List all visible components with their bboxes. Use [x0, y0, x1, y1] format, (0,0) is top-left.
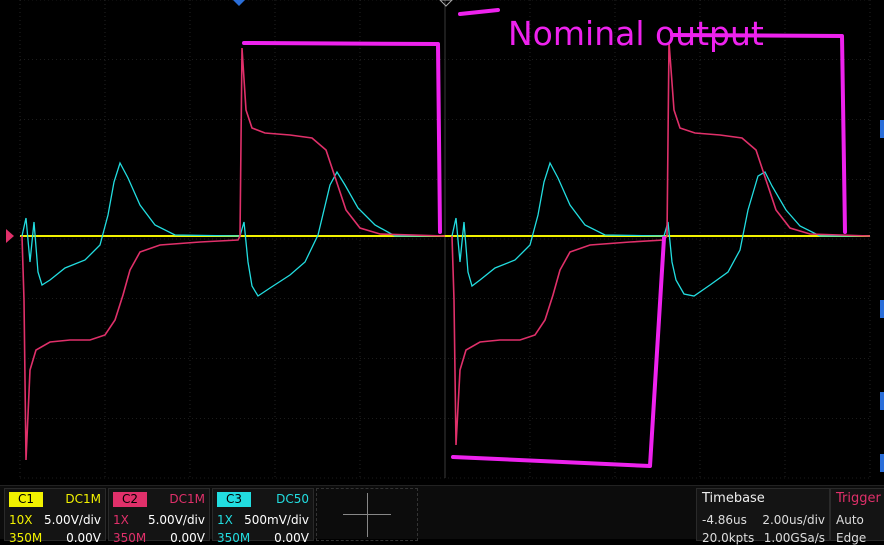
ch2-coupling: DC1M: [169, 492, 205, 506]
ch3-info-box[interactable]: C3 DC50 1X 500mV/div 350M 0.00V: [212, 488, 314, 545]
trigger-box[interactable]: Trigger Auto Edge: [830, 488, 884, 545]
timebase-header: Timebase: [702, 491, 765, 506]
timebase-scale: 2.00us/div: [762, 513, 825, 527]
ch1-scale: 5.00V/div: [43, 513, 101, 527]
ch1-probe: 10X: [9, 513, 33, 527]
center-marker-icon: [439, 0, 453, 7]
ch1-offset: 0.00V: [66, 531, 101, 545]
ch2-probe: 1X: [113, 513, 129, 527]
timebase-sample-rate: 1.00GSa/s: [763, 531, 825, 545]
ch3-bandwidth: 350M: [217, 531, 251, 545]
right-edge-marker: [880, 120, 884, 138]
crosshair-icon[interactable]: [316, 488, 418, 541]
timebase-delay: -4.86us: [702, 513, 747, 527]
trigger-marker-icon[interactable]: [6, 229, 14, 243]
ch3-tag: C3: [217, 492, 251, 507]
ch1-tag: C1: [9, 492, 43, 507]
right-edge-marker: [880, 454, 884, 472]
timebase-box[interactable]: Timebase -4.86us 2.00us/div 20.0kpts 1.0…: [696, 488, 830, 545]
ch2-offset: 0.00V: [170, 531, 205, 545]
trigger-position-icon[interactable]: [233, 0, 245, 6]
timebase-points: 20.0kpts: [702, 531, 755, 545]
trigger-mode: Auto: [836, 513, 864, 527]
ch1-bandwidth: 350M: [9, 531, 43, 545]
nominal-output-label: Nominal output: [508, 14, 764, 53]
annotation-drawing: [242, 8, 847, 468]
ch2-scale: 5.00V/div: [147, 513, 205, 527]
status-bar: C1 DC1M 10X 5.00V/div 350M 0.00V C2 DC1M…: [0, 485, 884, 545]
ch2-bandwidth: 350M: [113, 531, 147, 545]
right-edge-marker: [880, 392, 884, 410]
ch3-scale: 500mV/div: [244, 513, 309, 527]
trigger-header: Trigger: [836, 491, 881, 506]
ch3-probe: 1X: [217, 513, 233, 527]
ch2-tag: C2: [113, 492, 147, 507]
ch3-coupling: DC50: [276, 492, 309, 506]
right-edge-marker: [880, 300, 884, 318]
ch1-coupling: DC1M: [65, 492, 101, 506]
ch1-info-box[interactable]: C1 DC1M 10X 5.00V/div 350M 0.00V: [4, 488, 106, 545]
trigger-type: Edge: [836, 531, 867, 545]
ch2-info-box[interactable]: C2 DC1M 1X 5.00V/div 350M 0.00V: [108, 488, 210, 545]
ch3-offset: 0.00V: [274, 531, 309, 545]
graticule-grid: [19, 0, 871, 479]
ch2-trace: [21, 41, 871, 461]
